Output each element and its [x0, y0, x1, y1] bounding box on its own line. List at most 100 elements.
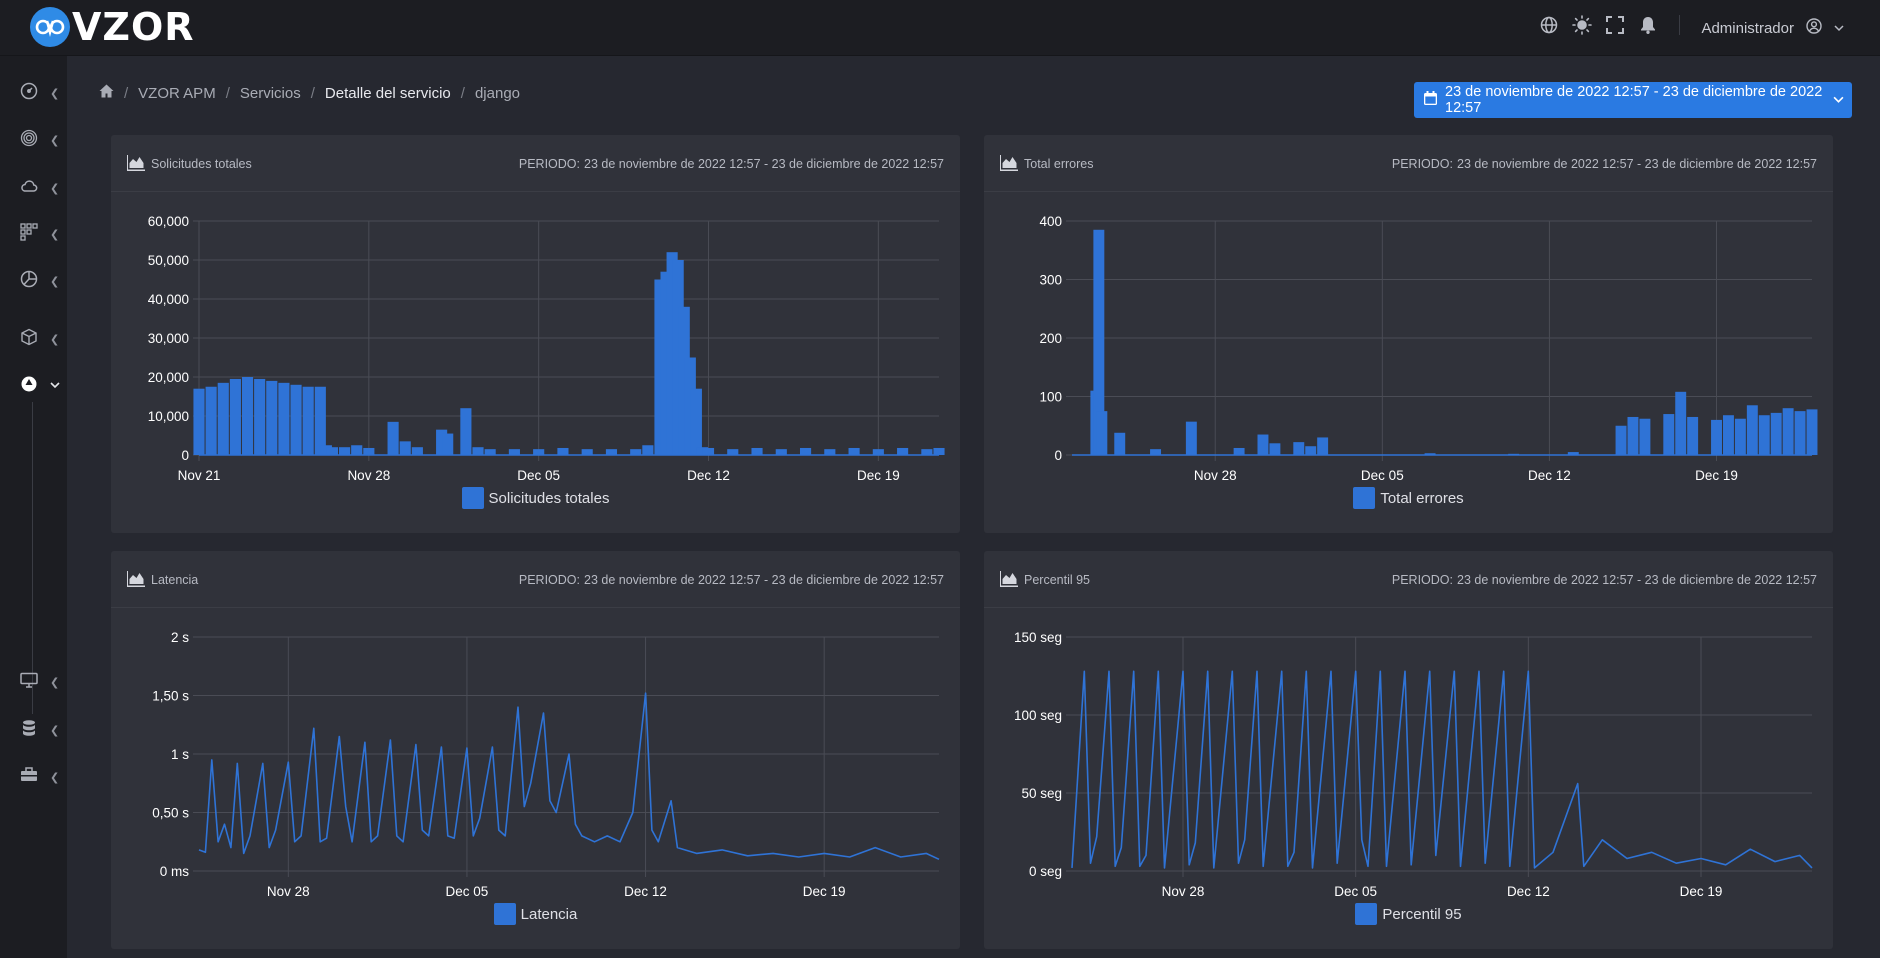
bar — [1093, 229, 1105, 455]
bar — [472, 447, 484, 455]
sidebar-item-grid[interactable]: ❮ — [20, 222, 64, 246]
user-menu[interactable]: Administrador — [1701, 18, 1844, 38]
breadcrumb-item-apm[interactable]: VZOR APM — [138, 84, 216, 102]
sidebar-item-cube[interactable]: ❮ — [20, 327, 64, 351]
date-range-label: 23 de noviembre de 2022 12:57 - 23 de di… — [1445, 84, 1823, 116]
toolbox-icon — [20, 766, 38, 789]
bar — [872, 449, 884, 455]
logo-icon — [30, 7, 70, 47]
bar — [921, 449, 933, 455]
bar — [1687, 416, 1699, 455]
bar — [442, 433, 454, 455]
sidebar-item-database[interactable]: ❮ — [20, 718, 64, 742]
area-chart-icon — [127, 155, 145, 174]
bar — [484, 449, 496, 455]
legend-label: Solicitudes totales — [488, 489, 610, 507]
sidebar-item-dashboard[interactable]: ❮ — [20, 81, 64, 105]
bar — [824, 449, 836, 455]
x-tick-label: Dec 12 — [624, 884, 667, 899]
period-label: PERIODO: — [518, 157, 580, 171]
bar — [302, 386, 314, 455]
fullscreen-icon[interactable] — [1605, 15, 1625, 35]
y-tick-label: 400 — [1039, 214, 1062, 229]
bar — [1114, 432, 1126, 455]
fingerprint-icon — [20, 129, 38, 152]
panel-period: PERIODO: 23 de noviembre de 2022 12:57 - … — [515, 157, 944, 171]
bar — [411, 447, 423, 455]
x-tick-label: Dec 19 — [857, 468, 900, 483]
period-range: 23 de noviembre de 2022 12:57 - 23 de di… — [584, 157, 944, 171]
bar — [387, 421, 399, 455]
chart-legend[interactable]: Total errores — [984, 487, 1833, 509]
x-tick-label: Dec 12 — [687, 468, 730, 483]
breadcrumb-separator: / — [124, 84, 129, 102]
globe-icon[interactable] — [1539, 15, 1559, 35]
y-tick-label: 300 — [1039, 273, 1062, 288]
bar — [897, 447, 909, 455]
bar — [1806, 409, 1818, 455]
bar — [690, 388, 702, 455]
sidebar-item-cloud[interactable]: ❮ — [20, 176, 64, 200]
monitor-icon — [20, 671, 38, 694]
y-tick-label: 0 — [1054, 448, 1062, 463]
bar — [363, 447, 375, 455]
bar — [326, 447, 339, 455]
bar — [1233, 447, 1245, 455]
bar — [460, 408, 472, 455]
cloud-icon — [20, 177, 38, 200]
y-tick-label: 0,50 s — [152, 806, 189, 821]
date-range-button[interactable]: 23 de noviembre de 2022 12:57 - 23 de di… — [1414, 82, 1852, 118]
logo[interactable]: VZOR — [30, 5, 195, 49]
bar — [1770, 412, 1782, 455]
y-tick-label: 20,000 — [148, 370, 189, 385]
breadcrumb-item-detalle[interactable]: Detalle del servicio — [324, 84, 451, 102]
panel-period: PERIODO: 23 de noviembre de 2022 12:57 - … — [1388, 157, 1817, 171]
bar — [642, 445, 654, 455]
sidebar: ❮ ❮ ❮ ❮ ❮ ❮ ❮ ❮ ❮ — [0, 56, 67, 958]
breadcrumb-separator: / — [310, 84, 315, 102]
x-tick-label: Dec 19 — [1680, 884, 1723, 899]
bar — [1675, 391, 1687, 455]
bar — [933, 447, 945, 455]
legend-label: Percentil 95 — [1382, 905, 1462, 923]
x-tick-label: Dec 05 — [446, 884, 489, 899]
x-tick-label: Dec 05 — [517, 468, 560, 483]
bar — [1758, 415, 1770, 455]
bar — [314, 386, 326, 455]
bar — [660, 271, 672, 455]
sidebar-item-fingerprint[interactable]: ❮ — [20, 128, 64, 152]
sidebar-item-apm[interactable] — [20, 374, 64, 398]
bar — [654, 279, 666, 455]
bar — [678, 306, 690, 455]
chart-legend[interactable]: Solicitudes totales — [111, 487, 960, 509]
panel-solicitudes: Solicitudes totales PERIODO: 23 de noviem… — [111, 135, 960, 533]
bar — [1615, 425, 1627, 455]
panel-divider — [111, 191, 960, 192]
bar — [1782, 408, 1794, 455]
sun-icon[interactable] — [1572, 15, 1592, 35]
bell-icon[interactable] — [1638, 15, 1658, 35]
y-tick-label: 60,000 — [148, 214, 189, 229]
bar — [630, 449, 642, 455]
chevron-left-icon: ❮ — [50, 275, 60, 288]
series-line — [198, 692, 940, 861]
panel-title: Total errores — [1024, 157, 1094, 171]
chart-errores: 0 100 200 300 400 Nov 28 Dec 05 Dec 12 Dec 19 — [1039, 214, 1818, 483]
chart-legend[interactable]: Percentil 95 — [984, 903, 1833, 925]
bar — [241, 377, 254, 455]
sidebar-item-chart-pie[interactable]: ❮ — [20, 269, 64, 293]
x-tick-label: Dec 05 — [1361, 468, 1404, 483]
series-line — [1071, 670, 1813, 869]
sidebar-item-toolbox[interactable]: ❮ — [20, 765, 64, 789]
breadcrumb-item-servicios[interactable]: Servicios — [239, 84, 301, 102]
sidebar-item-monitor[interactable]: ❮ — [20, 670, 64, 694]
bar — [1639, 418, 1651, 455]
bar — [1269, 443, 1281, 455]
bar — [1734, 418, 1746, 455]
grid-icon — [20, 222, 38, 246]
panel-title: Latencia — [151, 573, 199, 587]
panel-period: PERIODO: 23 de noviembre de 2022 12:57 - … — [1388, 573, 1817, 587]
breadcrumb-separator: / — [460, 84, 465, 102]
chart-legend[interactable]: Latencia — [111, 903, 960, 925]
home-icon[interactable] — [99, 84, 114, 102]
